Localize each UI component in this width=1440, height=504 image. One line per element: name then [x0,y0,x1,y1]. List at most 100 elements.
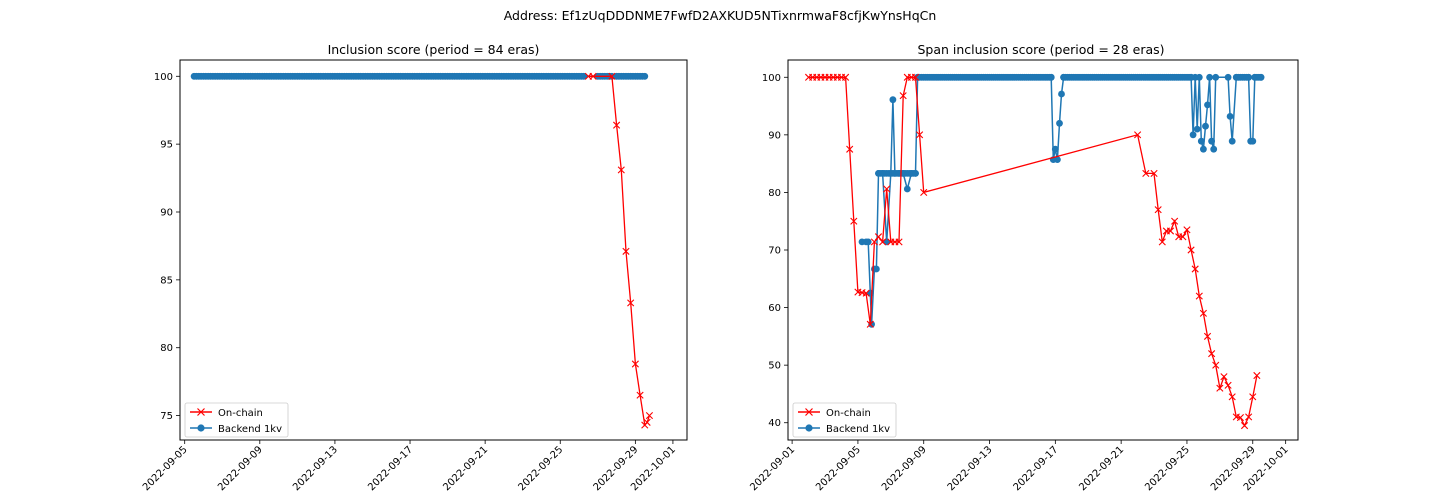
backend-point [580,72,588,80]
backend-point [1210,145,1218,153]
onchain-point [920,188,928,197]
backend-point [1249,137,1257,145]
y-tick-label: 50 [768,361,781,372]
x-tick-label: 2022-09-09 [216,444,265,493]
x-tick-label: 2022-09-21 [441,444,490,493]
legend-onchain-marker [805,408,813,416]
onchain-point [1216,384,1224,392]
y-tick-label: 90 [768,130,781,141]
onchain-point [1183,226,1191,234]
backend-point [1193,125,1201,133]
backend-point [912,170,919,177]
onchain-point [1195,292,1203,300]
onchain-point [636,391,644,399]
y-tick-label: 100 [154,72,173,83]
onchain-point [916,131,924,139]
y-tick-label: 75 [160,411,173,422]
figure-suptitle: Address: Ef1zUqDDDNME7FwfD2AXKUD5NTixnrm… [504,8,937,23]
backend-point [1226,113,1234,120]
x-tick-label: 2022-09-01 [748,444,797,493]
backend-point [1197,137,1205,145]
backend-point [1228,137,1236,145]
legend-label-backend: Backend 1kv [218,424,282,435]
onchain-point [1224,381,1232,389]
backend-point [1047,73,1055,81]
backend-point [1204,101,1211,109]
onchain-point [1191,265,1199,273]
chart-inclusion-score: Inclusion score (period = 84 eras) 75 80 8… [141,42,688,493]
backend-point [1202,122,1209,130]
backend-point [868,320,875,328]
backend-point [1056,119,1063,127]
onchain-point [1253,371,1261,380]
legend-label-onchain: On-chain [826,408,871,419]
y-tick-label: 80 [768,188,781,199]
onchain-point [879,238,887,246]
x-tick-label: 2022-09-17 [1012,444,1061,493]
onchain-point [1236,413,1245,422]
onchain-point [899,92,907,100]
onchain-point [1240,422,1249,430]
y-tick-label: 90 [160,208,173,219]
onchain-point [862,289,870,297]
onchain-point [589,72,597,80]
onchain-point [850,217,858,225]
backend-point [1208,137,1215,145]
chart-title: Inclusion score (period = 84 eras) [328,42,540,57]
y-tick-label: 70 [768,246,781,257]
onchain-point [627,299,635,307]
backend-point [873,265,880,273]
onchain-point [1212,361,1220,369]
onchain-point [1203,332,1212,340]
x-tick-label: 2022-09-05 [814,444,863,493]
onchain-point [612,121,621,129]
onchain-point [911,73,920,81]
legend: On-chain Backend 1kv [792,402,897,438]
legend-label-backend: Backend 1kv [826,424,890,435]
backend-point [1189,131,1197,139]
onchain-point [1220,373,1228,381]
onchain-point [1199,309,1207,317]
x-tick-label: 2022-09-13 [291,444,340,493]
x-tick-label: 2022-09-21 [1077,444,1126,493]
backend-point [1257,73,1265,81]
backend-point [1051,145,1059,153]
backend-point [1200,145,1207,153]
plot-frame [179,59,688,441]
onchain-point [866,320,874,328]
backend-point [864,238,872,246]
backend-point [1206,73,1213,81]
onchain-point [622,247,630,255]
onchain-point [1228,393,1236,401]
y-tick-label: 100 [762,73,781,84]
legend-backend-marker [197,424,205,432]
onchain-point [608,72,616,80]
onchain-point [883,185,891,193]
backend-point [1224,73,1232,81]
onchain-point [1154,206,1162,214]
onchain-point [1245,413,1253,421]
legend-label-onchain: On-chain [218,408,263,419]
backend-point [1212,73,1220,81]
x-tick-label: 2022-09-05 [141,444,190,493]
backend-point [641,72,649,80]
onchain-point [874,233,883,241]
onchain-series-line [588,75,651,427]
onchain-point [1150,169,1158,178]
backend-point [1195,73,1203,81]
chart-span-inclusion-score: Span inclusion score (period = 28 eras) … [748,42,1299,493]
onchain-point [631,360,639,368]
y-tick-label: 80 [160,343,173,354]
backend-point [1245,73,1252,81]
onchain-point [841,73,850,81]
onchain-point [1134,131,1142,139]
backend-point [903,185,911,193]
y-tick-label: 40 [768,418,781,429]
onchain-point [1166,227,1175,235]
onchain-point [846,145,854,153]
y-tick-label: 60 [768,303,781,314]
x-tick-label: 2022-09-13 [946,444,995,493]
backend-series-line [862,76,1261,325]
onchain-point [1187,246,1195,254]
onchain-point [895,238,903,246]
